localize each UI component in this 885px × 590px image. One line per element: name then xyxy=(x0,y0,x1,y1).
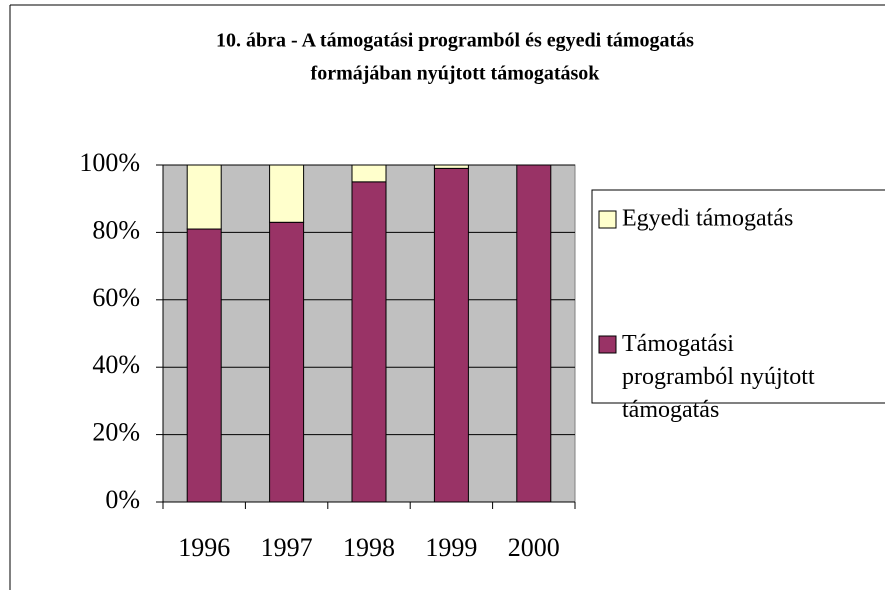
chart-title: formájában nyújtott támogatások xyxy=(311,63,601,85)
chart-title: 10. ábra - A támogatási programból és eg… xyxy=(216,30,694,52)
y-tick-label: 100% xyxy=(79,148,140,177)
y-tick-label: 0% xyxy=(105,485,140,514)
y-tick-label: 20% xyxy=(92,418,140,447)
bar-segment xyxy=(433,167,469,503)
legend-label: Támogatási programból nyújtott támogatás xyxy=(622,331,815,423)
bar-segment xyxy=(351,181,387,503)
y-tick-label: 60% xyxy=(92,283,140,312)
legend-box xyxy=(591,189,885,404)
bar-segment xyxy=(433,164,469,169)
y-tick-label: 80% xyxy=(92,215,140,244)
x-tick-label: 1997 xyxy=(261,533,313,562)
x-tick-label: 1998 xyxy=(343,533,395,562)
x-tick-label: 1999 xyxy=(425,533,477,562)
bar-segment xyxy=(186,228,222,503)
bar-segment xyxy=(269,221,305,503)
legend-label: Egyedi támogatás xyxy=(622,206,793,232)
x-tick-label: 2000 xyxy=(508,533,560,562)
bar-segment xyxy=(516,164,552,503)
x-tick-label: 1996 xyxy=(178,533,230,562)
bar-segment xyxy=(269,164,305,223)
bar-segment xyxy=(186,164,222,230)
y-tick-label: 40% xyxy=(92,350,140,379)
bar-segment xyxy=(351,164,387,183)
legend-swatch xyxy=(598,210,617,229)
legend-swatch xyxy=(598,335,617,354)
